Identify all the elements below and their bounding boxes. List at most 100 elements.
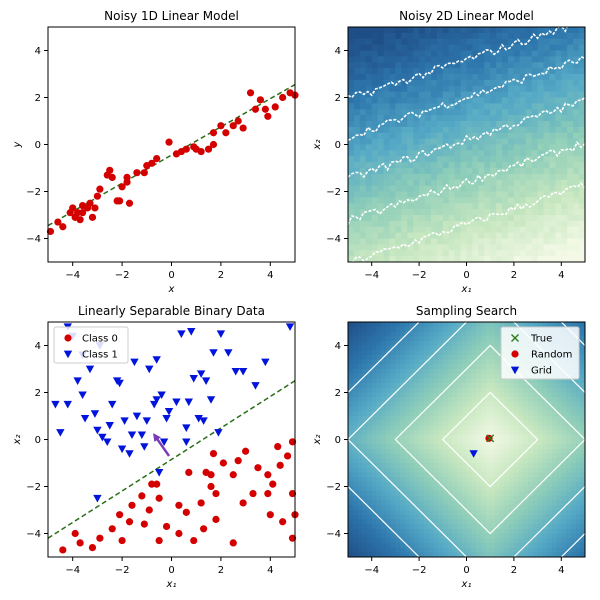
heatmap-cell	[555, 32, 562, 40]
heatmap-cell	[523, 477, 529, 483]
heatmap-cell	[413, 44, 420, 52]
heatmap-cell	[407, 209, 414, 216]
heatmap-cell	[401, 79, 408, 87]
heatmap-cell	[580, 378, 585, 384]
heatmap-cell	[395, 138, 402, 146]
heatmap-cell	[383, 68, 391, 75]
heatmap-cell	[436, 215, 444, 222]
heatmap-cell	[457, 354, 463, 361]
heatmap-cell	[490, 336, 496, 342]
heatmap-cell	[448, 185, 456, 193]
heatmap-cell	[475, 463, 482, 469]
heatmap-cell	[460, 150, 468, 157]
heatmap-cell	[561, 453, 567, 459]
heatmap-cell	[579, 68, 585, 75]
heatmap-cell	[499, 439, 506, 445]
heatmap-cell	[409, 467, 415, 473]
heatmap-cell	[419, 215, 426, 222]
heatmap-cell	[371, 350, 378, 356]
heatmap-cell	[425, 144, 432, 151]
heatmap-cell	[472, 179, 479, 187]
heatmap-cell	[452, 439, 458, 445]
heatmap-cell	[570, 383, 577, 389]
heatmap-cell	[461, 448, 468, 455]
heatmap-cell	[551, 519, 558, 525]
heatmap-cell	[580, 345, 585, 351]
heatmap-cell	[507, 244, 515, 251]
class-0-point	[175, 529, 183, 538]
heatmap-cell	[357, 514, 363, 520]
heatmap-cell	[466, 115, 474, 122]
heatmap-cell	[523, 500, 529, 506]
heatmap-cell	[549, 132, 556, 140]
heatmap-cell	[366, 472, 373, 478]
heatmap-cell	[407, 215, 414, 222]
class-1-point	[172, 398, 181, 407]
heatmap-cell	[385, 552, 392, 557]
heatmap-cell	[570, 397, 577, 403]
heatmap-cell	[433, 500, 439, 506]
heatmap-cell	[542, 411, 548, 417]
heatmap-cell	[547, 458, 553, 464]
heatmap-cell	[466, 121, 474, 128]
heatmap-cell	[428, 500, 434, 506]
heatmap-cell	[383, 62, 391, 69]
heatmap-cell	[390, 458, 396, 464]
heatmap-cell	[359, 226, 367, 234]
heatmap-cell	[428, 533, 434, 539]
heatmap-cell	[570, 467, 577, 473]
heatmap-cell	[457, 406, 463, 412]
heatmap-cell	[551, 392, 558, 398]
heatmap-cell	[433, 416, 439, 422]
heatmap-cell	[480, 383, 487, 389]
heatmap-cell	[549, 238, 556, 245]
heatmap-cell	[357, 392, 363, 398]
heatmap-cell	[404, 547, 411, 553]
heatmap-cell	[376, 495, 382, 502]
heatmap-cell	[513, 383, 520, 389]
heatmap-cell	[513, 495, 520, 502]
heatmap-cell	[385, 406, 392, 412]
data-point	[251, 105, 260, 113]
heatmap-cell	[457, 434, 463, 441]
y-tick-label: −4	[326, 529, 341, 540]
heatmap-cell	[376, 411, 382, 417]
heatmap-cell	[531, 138, 539, 146]
heatmap-cell	[478, 138, 485, 146]
heatmap-cell	[353, 56, 361, 63]
heatmap-cell	[513, 477, 520, 483]
heatmap-cell	[494, 481, 501, 488]
heatmap-cell	[430, 144, 438, 151]
heatmap-cell	[442, 185, 450, 193]
heatmap-cell	[452, 510, 458, 516]
heatmap-cell	[490, 383, 496, 389]
heatmap-cell	[359, 215, 367, 222]
heatmap-cell	[471, 369, 477, 375]
heatmap-cell	[414, 495, 420, 502]
heatmap-cell	[438, 510, 444, 516]
heatmap-cell	[442, 463, 449, 469]
heatmap-cell	[400, 477, 406, 483]
heatmap-cell	[457, 467, 463, 473]
heatmap-cell	[400, 364, 406, 370]
heatmap-cell	[352, 538, 359, 544]
heatmap-cell	[480, 406, 487, 412]
heatmap-cell	[460, 62, 468, 69]
heatmap-cell	[414, 477, 420, 483]
heatmap-cell	[395, 491, 401, 497]
heatmap-cell	[579, 185, 585, 193]
heatmap-cell	[537, 44, 545, 52]
class-0-point	[266, 511, 274, 519]
class-0-point	[59, 546, 67, 554]
heatmap-cell	[494, 387, 501, 394]
heatmap-cell	[383, 238, 391, 245]
heatmap-cell	[551, 397, 558, 403]
heatmap-cell	[475, 514, 482, 520]
x-tick-label: 0	[463, 565, 469, 576]
heatmap-cell	[478, 126, 485, 134]
heatmap-cell	[419, 416, 425, 422]
heatmap-cell	[371, 430, 378, 436]
heatmap-cell	[352, 420, 359, 426]
heatmap-cell	[457, 486, 463, 492]
